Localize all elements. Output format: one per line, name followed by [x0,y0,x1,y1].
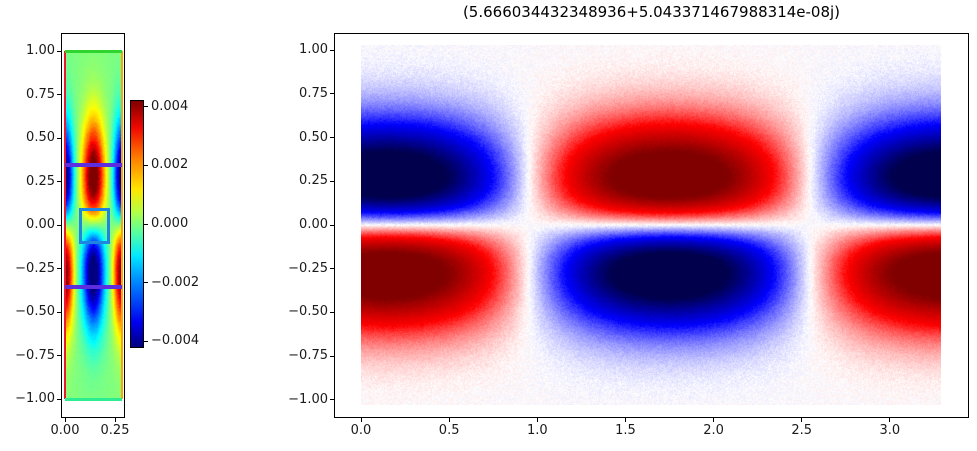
x-tick-label: 0.00 [39,423,91,439]
bottom-boundary-line [65,398,122,401]
y-tick-label: 0.00 [278,217,328,233]
y-tick-label: 1.00 [5,43,55,59]
top-boundary-line [65,50,122,53]
y-tick-label: 0.50 [5,130,55,146]
x-tick [801,418,802,422]
y-tick-label: −0.50 [278,304,328,320]
y-tick-label: 1.00 [278,42,328,58]
y-tick-label: −0.75 [278,348,328,364]
x-tick-label: 0.5 [423,423,475,439]
y-tick [330,50,334,51]
figure: (5.666034432348936+5.043371467988314e-08… [0,0,977,451]
y-tick [330,137,334,138]
x-tick-label: 2.0 [688,423,740,439]
y-tick [57,181,61,182]
colorbar-tick [144,282,148,283]
x-tick [449,418,450,422]
x-tick [65,418,66,422]
y-tick [57,51,61,52]
y-tick-label: −0.50 [5,304,55,320]
y-tick [57,312,61,313]
x-tick [115,418,116,422]
x-tick-label: 3.0 [864,423,916,439]
y-tick-label: 0.50 [278,130,328,146]
y-tick [330,356,334,357]
colorbar-tick-label: −0.002 [151,275,221,291]
colorbar-tick [144,341,148,342]
colorbar-tick-label: 0.004 [151,99,221,115]
colorbar-tick [144,224,148,225]
x-tick-label: 1.5 [599,423,651,439]
y-tick-label: −0.25 [5,261,55,277]
y-tick-label: 0.75 [5,87,55,103]
y-tick [57,138,61,139]
y-tick-label: 0.25 [278,173,328,189]
y-tick-label: −0.25 [278,261,328,277]
y-tick [330,225,334,226]
field-heatmap-canvas [361,45,941,405]
core-rectangle [79,208,110,245]
colorbar-tick [144,106,148,107]
x-tick-label: 2.5 [776,423,828,439]
x-tick-label: 0.25 [89,423,141,439]
colorbar-tick-label: 0.000 [151,216,221,232]
y-tick-label: −0.75 [5,348,55,364]
x-tick [713,418,714,422]
y-tick [57,225,61,226]
y-tick [57,355,61,356]
colorbar-tick [144,165,148,166]
lower-interface-line [65,285,122,289]
field-axes: 1.00 0.75 0.50 0.25 0.00 −0.25 −0.50 −0.75 −1.00… [334,33,969,418]
x-tick [889,418,890,422]
upper-interface-line [65,163,122,167]
colorbar-tick-label: −0.004 [151,333,221,349]
x-tick [361,418,362,422]
colorbar [130,100,144,348]
y-tick-label: 0.75 [278,86,328,102]
colorbar-tick-label: 0.002 [151,157,221,173]
y-tick [57,268,61,269]
x-tick-label: 0.0 [335,423,387,439]
y-tick [330,268,334,269]
x-tick [625,418,626,422]
y-tick-label: 0.25 [5,174,55,190]
y-tick-label: −1.00 [278,392,328,408]
y-tick [57,399,61,400]
y-tick [330,93,334,94]
left-boundary-line [64,51,66,399]
y-tick [330,181,334,182]
plot-title: (5.666034432348936+5.043371467988314e-08… [334,3,969,21]
y-tick-label: 0.00 [5,217,55,233]
x-tick [537,418,538,422]
y-tick-label: −1.00 [5,391,55,407]
y-tick [330,312,334,313]
x-tick-label: 1.0 [511,423,563,439]
y-tick [57,94,61,95]
y-tick [330,399,334,400]
right-boundary-line [121,51,123,399]
profile-axes: 1.00 0.75 0.50 0.25 0.00 −0.25 −0.50 −0.75 −1.00… [61,33,125,418]
